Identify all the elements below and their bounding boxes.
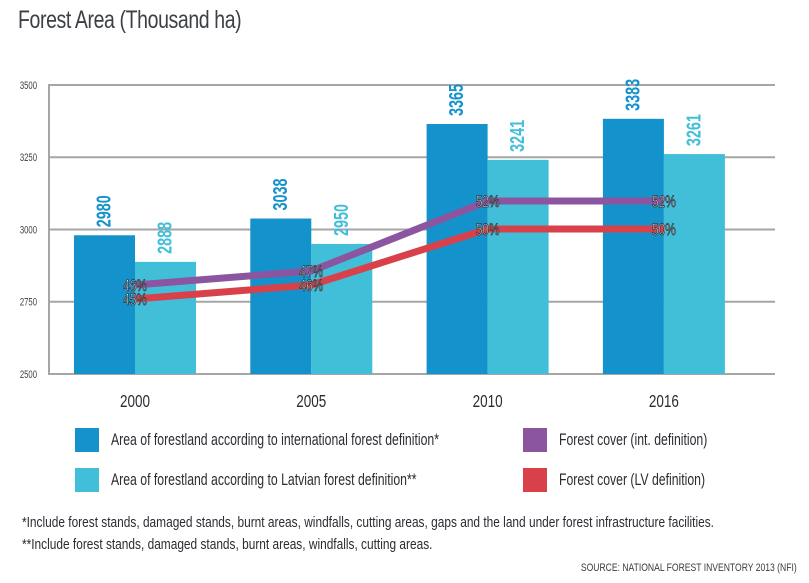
line-value-label: 45% [123, 291, 147, 310]
y-tick-label: 3000 [20, 224, 37, 237]
x-tick-label: 2000 [120, 392, 150, 411]
legend-label: Forest cover (int. definition) [559, 430, 708, 449]
bar-value-label: 2980 [92, 195, 115, 227]
line-value-label: 52% [476, 193, 500, 212]
y-tick-label: 2500 [20, 369, 37, 382]
footnote-lv: **Include forest stands, damaged stands,… [22, 537, 433, 553]
bar-value-label: 3365 [445, 84, 468, 116]
bar [487, 159, 549, 374]
bar-value-label: 2950 [329, 204, 352, 236]
legend-label: Area of forestland according to Latvian … [111, 470, 417, 489]
line-value-label: 50% [476, 221, 500, 240]
line-value-label: 46% [123, 277, 147, 296]
legend-item-intl-area: Area of forestland according to internat… [75, 428, 567, 452]
bar-value-label: 3241 [506, 120, 529, 152]
legend-swatch-lv-cover [523, 468, 547, 492]
bar [426, 124, 488, 374]
legend-swatch-intl-cover [523, 428, 547, 452]
series-line [134, 225, 664, 303]
x-tick-label: 2016 [649, 392, 679, 411]
chart-title: Forest Area (Thousand ha) [18, 6, 242, 34]
line-value-label: 52% [652, 193, 676, 212]
forest-area-chart: 2500 2750 3000 3250 3500 2980 2888 2000 3038 2950… [20, 79, 775, 412]
bar-value-label: 3261 [682, 114, 705, 146]
legend-label: Area of forestland according to internat… [111, 430, 439, 449]
legend-swatch-intl-area [75, 428, 99, 452]
bar [663, 154, 725, 374]
bar-value-label: 3383 [621, 79, 644, 111]
line-value-label: 47% [299, 263, 323, 282]
legend-item-lv-cover: Forest cover (LV definition) [523, 468, 762, 492]
y-tick-label: 3250 [20, 152, 37, 165]
legend-item-lv-area: Area of forestland according to Latvian … [75, 468, 535, 492]
legend-swatch-lv-area [75, 468, 99, 492]
y-tick-label: 3500 [20, 80, 37, 93]
bar [250, 218, 312, 374]
legend-label: Forest cover (LV definition) [559, 470, 706, 489]
x-tick-label: 2005 [296, 392, 326, 411]
bar [74, 235, 135, 374]
bar-value-label: 2888 [153, 222, 176, 254]
legend-item-intl-cover: Forest cover (int. definition) [523, 428, 765, 452]
footnote-intl: *Include forest stands, damaged stands, … [22, 515, 714, 531]
line-value-label: 50% [652, 221, 676, 240]
series-line [134, 197, 664, 289]
source-note: SOURCE: NATIONAL FOREST INVENTORY 2013 (… [581, 562, 797, 574]
y-tick-label: 2750 [20, 296, 37, 309]
bar-value-label: 3038 [268, 178, 291, 210]
line-value-label: 46% [299, 277, 323, 296]
x-tick-label: 2010 [473, 392, 503, 411]
bar [602, 118, 664, 374]
